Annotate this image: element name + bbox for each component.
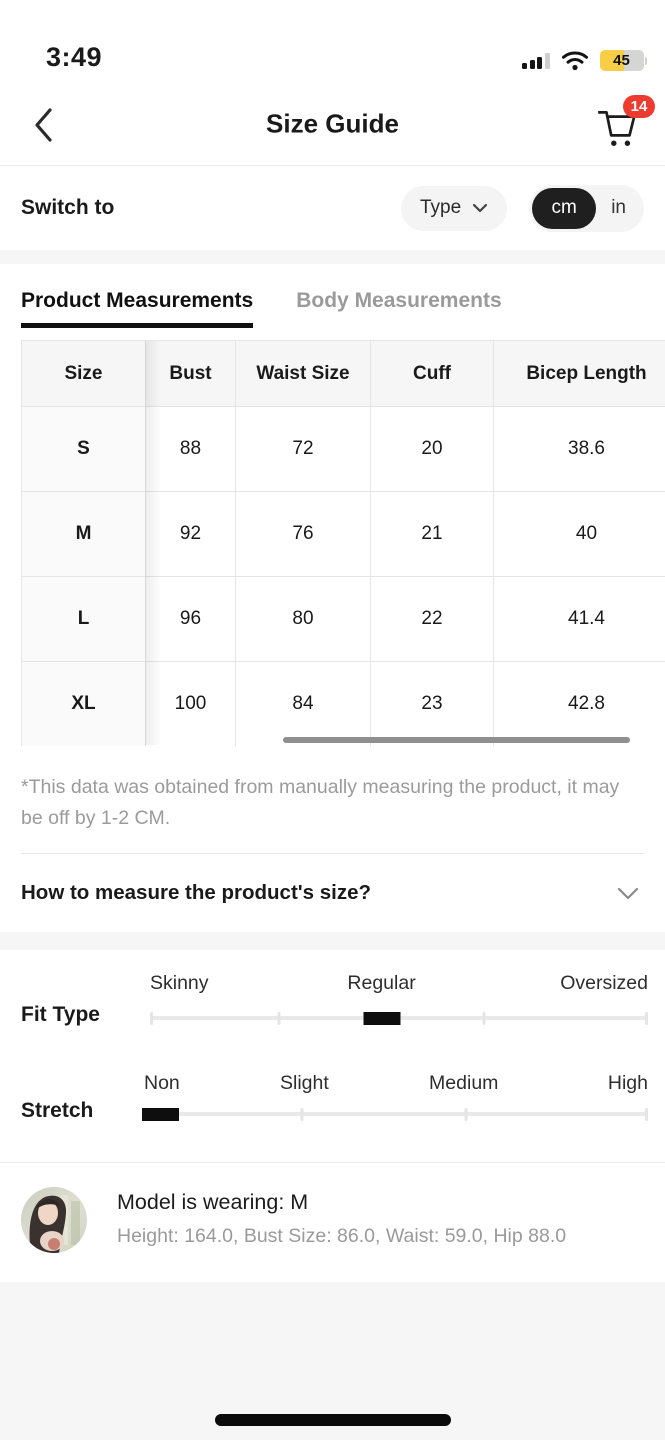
size-table: Size Bust Waist Size Cuff Bicep Length S… (21, 340, 665, 746)
table-row: M 92 76 21 40 (21, 491, 665, 577)
fit-option-skinny: Skinny (150, 972, 209, 994)
fit-option-regular: Regular (347, 972, 416, 994)
section-divider-band (0, 250, 665, 264)
home-indicator[interactable] (214, 1414, 451, 1426)
column-header: Waist Size (235, 340, 371, 407)
fit-type-row: Fit Type Skinny Regular Oversized (21, 972, 648, 1042)
clock: 3:49 (46, 42, 103, 72)
value-cell: 84 (235, 661, 371, 746)
status-bar: 3:49 45 (0, 0, 665, 85)
wifi-icon (561, 51, 588, 71)
how-to-measure-label: How to measure the product's size? (21, 881, 372, 904)
value-cell: 76 (235, 491, 371, 577)
column-header: Bust (145, 340, 236, 407)
tab-body-measurements[interactable]: Body Measurements (296, 289, 502, 312)
stretch-label: Stretch (21, 1099, 94, 1122)
table-row: XL 100 84 23 42.8 (21, 661, 665, 746)
switch-to-label: Switch to (21, 196, 115, 219)
type-dropdown-label: Type (420, 197, 462, 218)
how-to-measure-row[interactable]: How to measure the product's size? (0, 854, 665, 932)
cart-button[interactable]: 14 (595, 95, 655, 153)
value-cell: 88 (145, 406, 236, 492)
section-divider-band (0, 932, 665, 950)
fit-option-oversized: Oversized (560, 972, 648, 994)
size-cell: XL (21, 661, 146, 746)
size-cell: L (21, 576, 146, 662)
table-row: S 88 72 20 38.6 (21, 406, 665, 492)
value-cell: 92 (145, 491, 236, 577)
battery-percent: 45 (613, 52, 630, 69)
unit-cm-option[interactable]: cm (532, 187, 597, 229)
fit-type-track (150, 1011, 648, 1025)
stretch-row: Stretch Non Slight Medium High (21, 1072, 648, 1142)
value-cell: 96 (145, 576, 236, 662)
fit-stretch-section: Fit Type Skinny Regular Oversized Stretc… (0, 972, 665, 1162)
unit-toggle: cm in (529, 184, 644, 232)
size-cell: M (21, 491, 146, 577)
page-title: Size Guide (266, 108, 399, 139)
value-cell: 41.4 (493, 576, 665, 662)
stretch-option-non: Non (144, 1072, 180, 1094)
battery-fill (599, 50, 624, 71)
switch-row: Switch to Type cm in (0, 166, 665, 250)
value-cell: 42.8 (493, 661, 665, 746)
model-avatar (21, 1187, 87, 1253)
column-header: Cuff (370, 340, 494, 407)
stretch-option-medium: Medium (429, 1072, 499, 1094)
value-cell: 80 (235, 576, 371, 662)
tab-product-measurements[interactable]: Product Measurements (21, 289, 254, 328)
value-cell: 22 (370, 576, 494, 662)
value-cell: 21 (370, 491, 494, 577)
measurement-tabs: Product Measurements Body Measurements (0, 264, 665, 340)
column-header: Size (21, 340, 146, 407)
value-cell: 38.6 (493, 406, 665, 492)
cellular-signal-icon (522, 52, 550, 69)
fit-type-marker (363, 1011, 401, 1025)
chevron-down-icon (617, 887, 639, 899)
back-chevron-icon (35, 108, 52, 142)
model-measurements-text: Height: 164.0, Bust Size: 86.0, Waist: 5… (117, 1225, 567, 1247)
fit-type-label: Fit Type (21, 1003, 100, 1026)
horizontal-scrollbar[interactable] (283, 737, 630, 743)
stretch-marker (142, 1107, 179, 1121)
type-dropdown-button[interactable]: Type (401, 185, 508, 231)
value-cell: 72 (235, 406, 371, 492)
footer-area (0, 1282, 665, 1440)
table-row: L 96 80 22 41.4 (21, 576, 665, 662)
unit-in-option[interactable]: in (611, 197, 626, 218)
model-wearing-text: Model is wearing: M (117, 1190, 309, 1214)
value-cell: 100 (145, 661, 236, 746)
divider (21, 853, 644, 854)
stretch-option-high: High (607, 1072, 648, 1094)
measurement-disclaimer: *This data was obtained from manually me… (21, 776, 620, 829)
size-cell: S (21, 406, 146, 492)
battery-icon: 45 (599, 50, 644, 71)
chevron-down-icon (473, 203, 488, 213)
stretch-track (142, 1107, 648, 1121)
value-cell: 23 (370, 661, 494, 746)
size-table-container: Size Bust Waist Size Cuff Bicep Length S… (21, 340, 665, 746)
header: Size Guide 14 (0, 85, 665, 166)
value-cell: 20 (370, 406, 494, 492)
table-header-row: Size Bust Waist Size Cuff Bicep Length (21, 340, 665, 407)
back-button[interactable] (24, 103, 64, 147)
cart-badge: 14 (623, 95, 655, 118)
stretch-option-slight: Slight (279, 1072, 329, 1094)
table-body: S 88 72 20 38.6 M 92 76 21 40 L 96 80 22 41.4 XL 100 84 23… (21, 406, 665, 746)
value-cell: 40 (493, 491, 665, 577)
model-photo (21, 1187, 87, 1253)
column-header: Bicep Length (493, 340, 665, 407)
model-info-card: Model is wearing: M Height: 164.0, Bust … (0, 1162, 665, 1283)
